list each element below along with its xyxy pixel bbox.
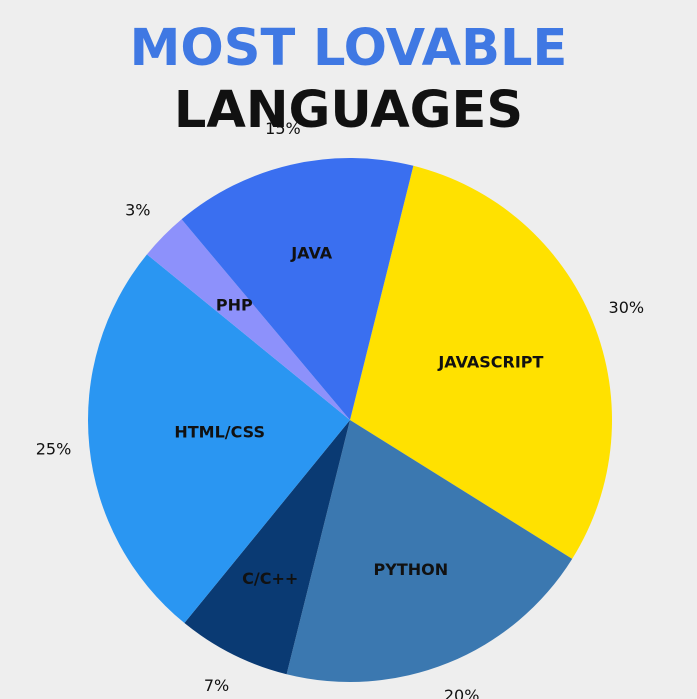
slice-label-php: PHP xyxy=(216,295,253,314)
percent-label-python: 20% xyxy=(444,686,480,699)
slice-label-python: PYTHON xyxy=(374,560,449,579)
pie-slice-java xyxy=(181,158,414,421)
chart-title: MOST LOVABLE LANGUAGES xyxy=(0,18,697,142)
pie-slice-c-c xyxy=(184,420,350,675)
pie-slice-python xyxy=(286,420,573,682)
percent-label-javascript: 30% xyxy=(609,298,645,317)
chart-title-line-2: LANGUAGES xyxy=(173,81,524,140)
pie-slice-php xyxy=(146,219,350,420)
slice-label-c-c: C/C++ xyxy=(242,569,298,588)
slice-label-java: JAVA xyxy=(290,244,333,263)
pie-slice-javascript xyxy=(350,165,613,559)
chart-title-line-1: MOST LOVABLE xyxy=(129,19,568,78)
percent-label-php: 3% xyxy=(125,200,150,219)
percent-label-c-c: 7% xyxy=(204,676,229,695)
slice-label-javascript: JAVASCRIPT xyxy=(437,353,543,372)
pie-slice-html-css xyxy=(88,254,350,624)
slice-label-html-css: HTML/CSS xyxy=(174,423,265,442)
percent-label-html-css: 25% xyxy=(36,440,72,459)
percent-label-java: 15% xyxy=(265,119,301,138)
